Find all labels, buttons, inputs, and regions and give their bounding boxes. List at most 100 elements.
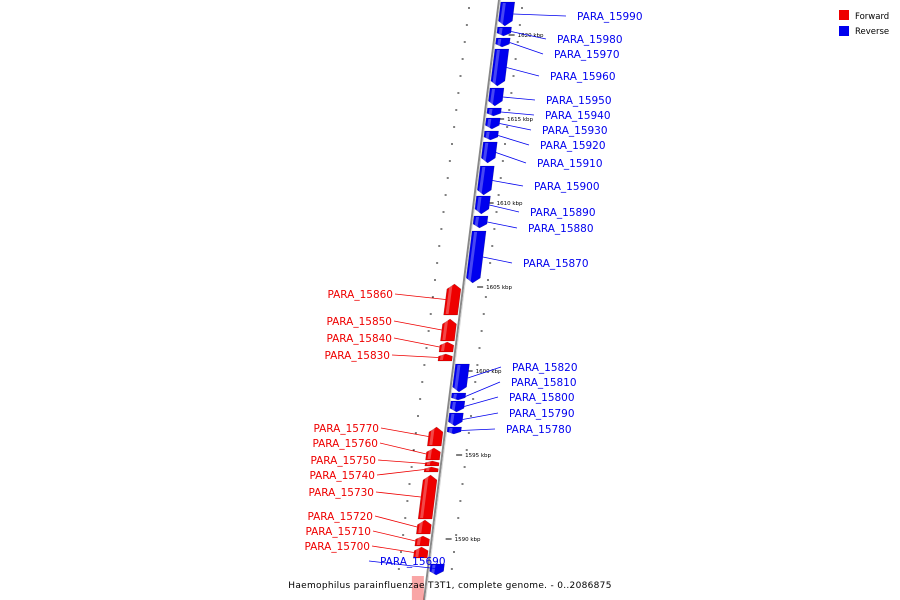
gene-arrow-para_15740[interactable] (423, 466, 439, 473)
gene-label[interactable]: PARA_15700 (304, 541, 370, 553)
gene-label[interactable]: PARA_15690 (380, 556, 446, 568)
gene-label[interactable]: PARA_15940 (545, 110, 611, 122)
gene-highlight (486, 119, 492, 128)
gene-highlight (420, 476, 429, 518)
gene-label[interactable]: PARA_15850 (326, 316, 392, 328)
gene-arrow-para_15770[interactable] (427, 426, 444, 447)
leader-line (511, 31, 547, 40)
leader-line (502, 96, 536, 101)
leader-line (372, 530, 416, 542)
gene-arrow-para_15910[interactable] (481, 141, 498, 164)
gene-arrow-para_15960[interactable] (490, 48, 510, 87)
gene-label[interactable]: PARA_15760 (312, 438, 378, 450)
gene-label[interactable]: PARA_15830 (324, 350, 390, 362)
gene-arrow-para_15730[interactable] (417, 474, 438, 520)
tick-label: 1615 kbp (507, 117, 533, 123)
gene-highlight (451, 402, 456, 411)
leader-line (500, 111, 535, 116)
tick-label: 1600 kbp (476, 369, 502, 375)
gene-label[interactable]: PARA_15750 (310, 455, 376, 467)
gene-label[interactable]: PARA_15840 (326, 333, 392, 345)
leader-line (371, 545, 414, 553)
gene-arrow-para_15970[interactable] (495, 37, 511, 48)
tick-label: 1605 kbp (486, 285, 512, 291)
gene-label[interactable]: PARA_15740 (309, 470, 375, 482)
gene-arrow-para_15820[interactable] (452, 363, 470, 393)
gene-arrow-para_15750[interactable] (424, 460, 440, 467)
gene-label[interactable]: PARA_15800 (509, 392, 575, 404)
gene-label[interactable]: PARA_15990 (577, 11, 643, 23)
gene-label[interactable]: PARA_15970 (554, 49, 620, 61)
gene-arrow-para_15860[interactable] (443, 283, 462, 316)
gene-arrow-para_15830[interactable] (437, 353, 453, 362)
gene-arrow-para_15870[interactable] (466, 230, 487, 284)
gene-highlight (418, 521, 423, 533)
leader-line (375, 491, 421, 498)
tick-label: 1595 kbp (465, 453, 491, 459)
gene-arrow-para_15720[interactable] (416, 519, 432, 535)
gene-label[interactable]: PARA_15930 (542, 125, 608, 137)
leader-line (461, 428, 496, 431)
gene-highlight (415, 548, 420, 557)
leader-line (374, 515, 418, 528)
gene-arrow-para_15990[interactable] (498, 1, 516, 27)
gene-arrow-para_15890[interactable] (474, 195, 491, 215)
gene-highlight (426, 468, 430, 471)
leader-line (462, 412, 499, 420)
gene-label[interactable]: PARA_15720 (307, 511, 373, 523)
leader-line (380, 427, 429, 437)
gene-label[interactable]: PARA_15870 (523, 258, 589, 270)
gene-arrow-para_15950[interactable] (488, 87, 505, 107)
gene-highlight (497, 39, 502, 46)
gene-label[interactable]: PARA_15860 (327, 289, 393, 301)
gene-label[interactable]: PARA_15960 (550, 71, 616, 83)
gene-arrow-para_15850[interactable] (440, 318, 457, 342)
gene-label[interactable]: PARA_15770 (313, 423, 379, 435)
leader-line (465, 381, 501, 397)
gene-label[interactable]: PARA_15880 (528, 223, 594, 235)
gene-label[interactable]: PARA_15910 (537, 158, 603, 170)
leader-line (391, 354, 439, 358)
gene-label[interactable]: PARA_15710 (305, 526, 371, 538)
gene-arrow-para_15710[interactable] (414, 535, 430, 547)
gene-highlight (426, 462, 431, 465)
leader-line (377, 459, 426, 464)
gene-label[interactable]: PARA_15920 (540, 140, 606, 152)
gene-label[interactable]: PARA_15820 (512, 362, 578, 374)
gene-label[interactable]: PARA_15890 (530, 207, 596, 219)
gene-label[interactable]: PARA_15780 (506, 424, 572, 436)
gene-arrow-para_15980[interactable] (496, 26, 512, 37)
leader-line (379, 442, 427, 455)
gene-arrow-para_15920[interactable] (483, 130, 499, 141)
gene-track (411, 1, 516, 600)
gene-arrow-para_15940[interactable] (486, 107, 502, 117)
leader-line (499, 123, 532, 131)
gene-arrow-para_15790[interactable] (448, 412, 464, 427)
gene-highlight (442, 320, 449, 340)
gene-label[interactable]: PARA_15900 (534, 181, 600, 193)
gene-arrow-para_15780[interactable] (446, 426, 462, 435)
gene-highlight (453, 394, 457, 399)
gene-label[interactable]: PARA_15730 (308, 487, 374, 499)
leader-line (467, 366, 502, 379)
gene-label[interactable]: PARA_15810 (511, 377, 577, 389)
gene-arrow-para_15760[interactable] (425, 447, 441, 461)
gene-arrow-para_15880[interactable] (472, 215, 489, 229)
gene-highlight (449, 414, 455, 425)
gene-label[interactable]: PARA_15950 (546, 95, 612, 107)
gene-arrow-para_15930[interactable] (485, 117, 501, 130)
gene-arrow-para_15690[interactable] (429, 563, 445, 576)
gene-label[interactable]: PARA_15980 (557, 34, 623, 46)
legend-label-reverse: Reverse (855, 27, 889, 37)
gene-arrow-partial (411, 576, 424, 600)
gene-arrow-para_15900[interactable] (477, 165, 495, 196)
gene-highlight (476, 197, 482, 213)
gene-arrow-para_15700[interactable] (413, 546, 429, 559)
gene-arrow-para_15840[interactable] (438, 341, 455, 353)
legend-label-forward: Forward (855, 12, 889, 22)
leader-line (513, 13, 567, 17)
gene-label[interactable]: PARA_15790 (509, 408, 575, 420)
gene-arrow-para_15810[interactable] (451, 392, 467, 401)
gene-highlight (467, 232, 478, 282)
gene-arrow-para_15800[interactable] (449, 400, 466, 413)
